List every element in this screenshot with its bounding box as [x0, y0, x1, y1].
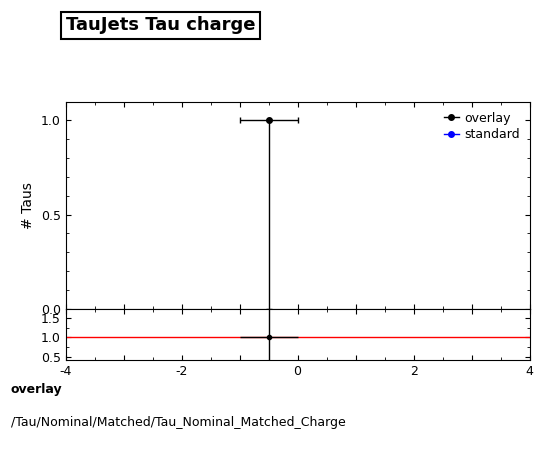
Y-axis label: # Taus: # Taus [21, 182, 35, 229]
Text: TauJets Tau charge: TauJets Tau charge [66, 16, 255, 34]
Legend: overlay, standard: overlay, standard [440, 108, 524, 145]
Text: /Tau/Nominal/Matched/Tau_Nominal_Matched_Charge: /Tau/Nominal/Matched/Tau_Nominal_Matched… [11, 416, 346, 429]
Text: overlay: overlay [11, 383, 63, 396]
